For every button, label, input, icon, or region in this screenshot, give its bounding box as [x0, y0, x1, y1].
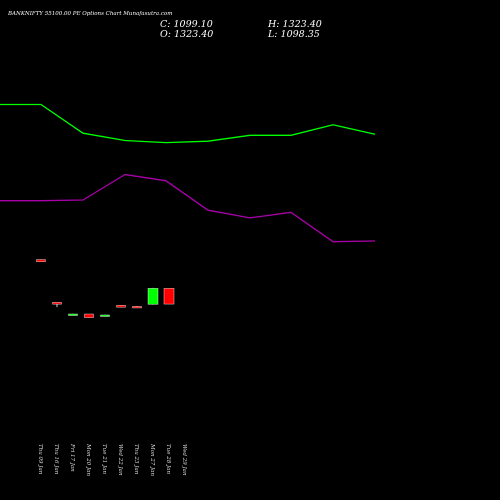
x-tick-label: Thu 09 Jan: [37, 444, 43, 475]
candle: [100, 314, 110, 317]
candle: [147, 287, 159, 305]
candlesticks: [36, 259, 175, 318]
candle-body: [147, 288, 159, 305]
close-value: C: 1099.10: [160, 19, 213, 30]
lower-indicator-line: [0, 173, 376, 243]
x-tick-label: Mon 27 Jan: [149, 444, 155, 477]
x-tick-label: Fri 17 Jan: [69, 444, 75, 472]
candle-body: [84, 313, 94, 318]
candle: [52, 302, 62, 308]
chart-title: BANKNIFTY 55100.00 PE Options Chart Muna…: [8, 11, 173, 17]
candle: [163, 288, 175, 305]
candle-body: [36, 259, 46, 262]
x-tick-label: Wed 22 Jan: [117, 444, 123, 476]
low-value: L: 1098.35: [268, 29, 320, 40]
open-value: O: 1323.40: [160, 29, 214, 40]
candle-body: [132, 306, 142, 309]
x-tick-label: Thu 16 Jan: [53, 444, 59, 475]
x-tick-label: Tue 28 Jan: [165, 444, 171, 474]
candle-body: [68, 313, 78, 316]
candle: [68, 313, 78, 316]
high-value: H: 1323.40: [268, 19, 322, 30]
x-tick-label: Thu 23 Jan: [133, 444, 139, 475]
candle-body: [116, 305, 126, 308]
candle: [84, 313, 94, 318]
x-tick-label: Mon 20 Jan: [85, 444, 91, 477]
candle-body: [100, 314, 110, 317]
candle-body: [52, 302, 62, 305]
candle: [36, 259, 46, 262]
x-tick-label: Tue 21 Jan: [101, 444, 107, 474]
indicator-lines: [0, 103, 376, 243]
candle-body: [163, 288, 175, 305]
upper-indicator-line: [0, 103, 376, 144]
candle: [116, 305, 126, 308]
candle: [132, 306, 142, 309]
x-tick-label: Wed 29 Jan: [181, 444, 187, 476]
